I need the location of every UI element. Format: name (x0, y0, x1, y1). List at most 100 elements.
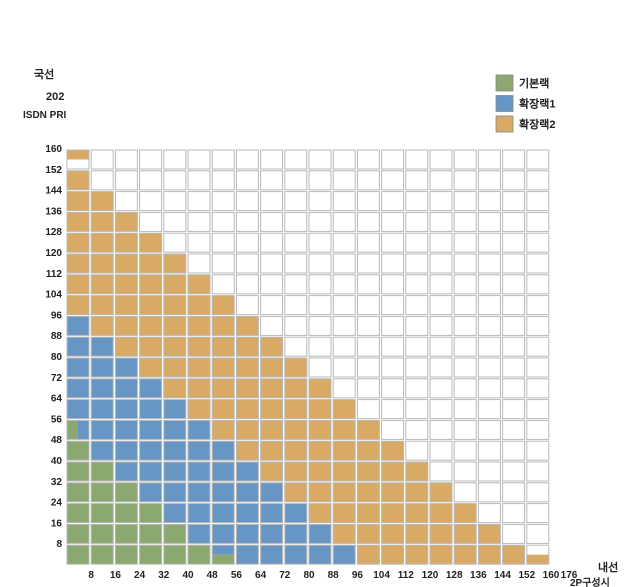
heatmap-cell (405, 378, 429, 399)
heatmap-cell (308, 419, 332, 440)
heatmap-cell (308, 357, 332, 378)
heatmap-cell (308, 461, 332, 482)
cell-border (187, 461, 211, 482)
cell-border (114, 295, 138, 316)
cell-fill (260, 212, 283, 232)
cell-fill (454, 212, 477, 232)
heatmap-cell (429, 503, 453, 524)
cell-fill (357, 420, 380, 440)
cell-fill (188, 254, 210, 273)
cell-fill (357, 545, 380, 565)
cell-border (114, 211, 138, 232)
cell-border (453, 274, 477, 295)
heatmap-cell (405, 170, 429, 191)
heatmap-cell (90, 482, 114, 503)
cell-border (308, 440, 332, 461)
cell-border (66, 482, 90, 503)
cell-border (114, 523, 138, 544)
cell-fill (381, 358, 404, 377)
cell-fill (284, 378, 307, 398)
cell-fill (91, 503, 114, 523)
cell-border (477, 523, 501, 544)
cell-border (502, 440, 526, 461)
cell-fill (526, 254, 549, 273)
heatmap-cell (163, 482, 187, 503)
cell-fill (188, 212, 210, 232)
cell-fill (309, 503, 331, 523)
heatmap-cell (114, 253, 138, 274)
heatmap-cell (187, 170, 211, 191)
cell-fill (478, 150, 501, 169)
cell-fill (454, 150, 477, 169)
cell-fill (333, 170, 356, 190)
heatmap-cell (163, 315, 187, 336)
cell-fill (502, 150, 525, 169)
cell-border (477, 482, 501, 503)
cell-fill (284, 524, 307, 544)
cell-border (211, 253, 235, 274)
cell-fill (309, 170, 331, 190)
cell-fill (405, 274, 428, 294)
cell-border (211, 232, 235, 253)
cell-border (66, 295, 90, 316)
cell-border (381, 544, 405, 565)
cell-border (429, 315, 453, 336)
heatmap-cell (284, 461, 308, 482)
cell-border (66, 399, 90, 420)
cell-fill (91, 545, 114, 565)
heatmap-cell (284, 170, 308, 191)
y-axis-label-line3: ISDN PRI (23, 110, 67, 121)
heatmap-cell (114, 544, 138, 565)
cell-fill (139, 545, 162, 565)
cell-fill (430, 482, 452, 502)
cell-border (381, 461, 405, 482)
cell-border (356, 482, 380, 503)
heatmap-cell (477, 295, 501, 316)
cell-fill (236, 150, 259, 169)
heatmap-cell (187, 378, 211, 399)
heatmap-cell (526, 191, 550, 212)
cell-fill (139, 399, 162, 419)
cell-border (114, 191, 138, 212)
heatmap-cell (235, 253, 259, 274)
heatmap-cell (90, 149, 114, 170)
cell-fill (115, 399, 138, 419)
cell-border (260, 295, 284, 316)
cell-border (453, 295, 477, 316)
cell-fill (430, 274, 452, 294)
cell-border (526, 399, 550, 420)
heatmap-cell (453, 170, 477, 191)
cell-border (453, 253, 477, 274)
cell-border (284, 295, 308, 316)
heatmap-cell (139, 191, 163, 212)
cell-fill (478, 337, 501, 357)
cell-border (90, 544, 114, 565)
heatmap-cell (477, 315, 501, 336)
cell-border (66, 419, 90, 440)
heatmap-cell (90, 419, 114, 440)
heatmap-cell (332, 170, 356, 191)
heatmap-cell (332, 232, 356, 253)
cell-right-part (78, 420, 89, 440)
heatmap-cell (526, 357, 550, 378)
heatmap-cell (405, 357, 429, 378)
cell-fill (478, 274, 501, 294)
cell-border (211, 211, 235, 232)
heatmap-cell (526, 399, 550, 420)
cell-fill (91, 233, 114, 253)
heatmap-cell (381, 315, 405, 336)
heatmap-cell (235, 419, 259, 440)
heatmap-cell (211, 170, 235, 191)
cell-border (90, 357, 114, 378)
cell-fill (381, 170, 404, 190)
heatmap-cell (66, 440, 90, 461)
cell-fill (405, 212, 428, 232)
heatmap-cell (260, 378, 284, 399)
cell-border (429, 253, 453, 274)
heatmap-cell (163, 253, 187, 274)
heatmap-cell (235, 211, 259, 232)
heatmap-cell (477, 274, 501, 295)
heatmap-cell (90, 357, 114, 378)
cell-border (66, 149, 90, 170)
cell-border (235, 482, 259, 503)
